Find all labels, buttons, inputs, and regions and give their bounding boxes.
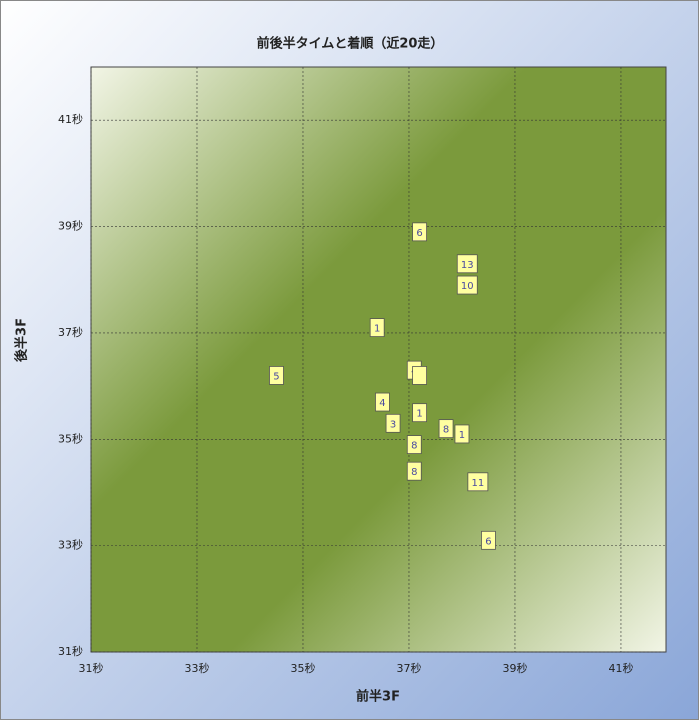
point — [412, 366, 427, 385]
point — [456, 254, 478, 274]
x-axis-title: 前半3F — [356, 689, 400, 705]
x-tick-label: 31秒 — [79, 661, 104, 675]
point-label: 4 — [379, 398, 385, 409]
point — [456, 275, 478, 295]
x-tick-label: 41秒 — [608, 661, 633, 675]
y-tick-label: 31秒 — [58, 644, 83, 658]
y-tick-label: 37秒 — [58, 325, 83, 339]
point-label: 8 — [411, 467, 417, 478]
point — [369, 318, 385, 337]
point — [406, 461, 422, 481]
x-tick-label: 35秒 — [290, 661, 315, 675]
point — [375, 392, 390, 412]
point — [412, 222, 427, 242]
y-tick-label: 41秒 — [58, 112, 83, 126]
point — [412, 403, 427, 423]
y-tick-label: 33秒 — [58, 538, 83, 552]
point — [406, 435, 422, 454]
point — [269, 366, 284, 385]
point-label: 10 — [461, 281, 474, 292]
plot-area — [90, 66, 667, 653]
y-tick-label: 39秒 — [58, 219, 83, 233]
point-label: 8 — [411, 441, 417, 452]
point-label: 3 — [390, 419, 396, 430]
point-label: 13 — [461, 260, 474, 271]
point-label: 1 — [416, 409, 422, 420]
x-tick-label: 39秒 — [502, 661, 527, 675]
y-tick-label: 35秒 — [58, 431, 83, 445]
point-label: 1 — [374, 324, 380, 335]
point-label: 11 — [471, 478, 484, 489]
point — [454, 424, 470, 444]
point — [438, 419, 454, 439]
point-label: 6 — [485, 536, 491, 547]
point-label: 5 — [273, 371, 279, 382]
point-label: 6 — [416, 228, 422, 239]
x-tick-label: 33秒 — [184, 661, 209, 675]
x-tick-label: 37秒 — [396, 661, 421, 675]
y-axis-title: 後半3F — [14, 318, 30, 362]
point — [385, 413, 401, 433]
point-label: 1 — [459, 430, 465, 441]
point-label: 8 — [443, 425, 449, 436]
point — [481, 530, 496, 550]
chart-title: 前後半タイムと着順（近20走） — [257, 36, 444, 52]
point — [467, 472, 489, 492]
